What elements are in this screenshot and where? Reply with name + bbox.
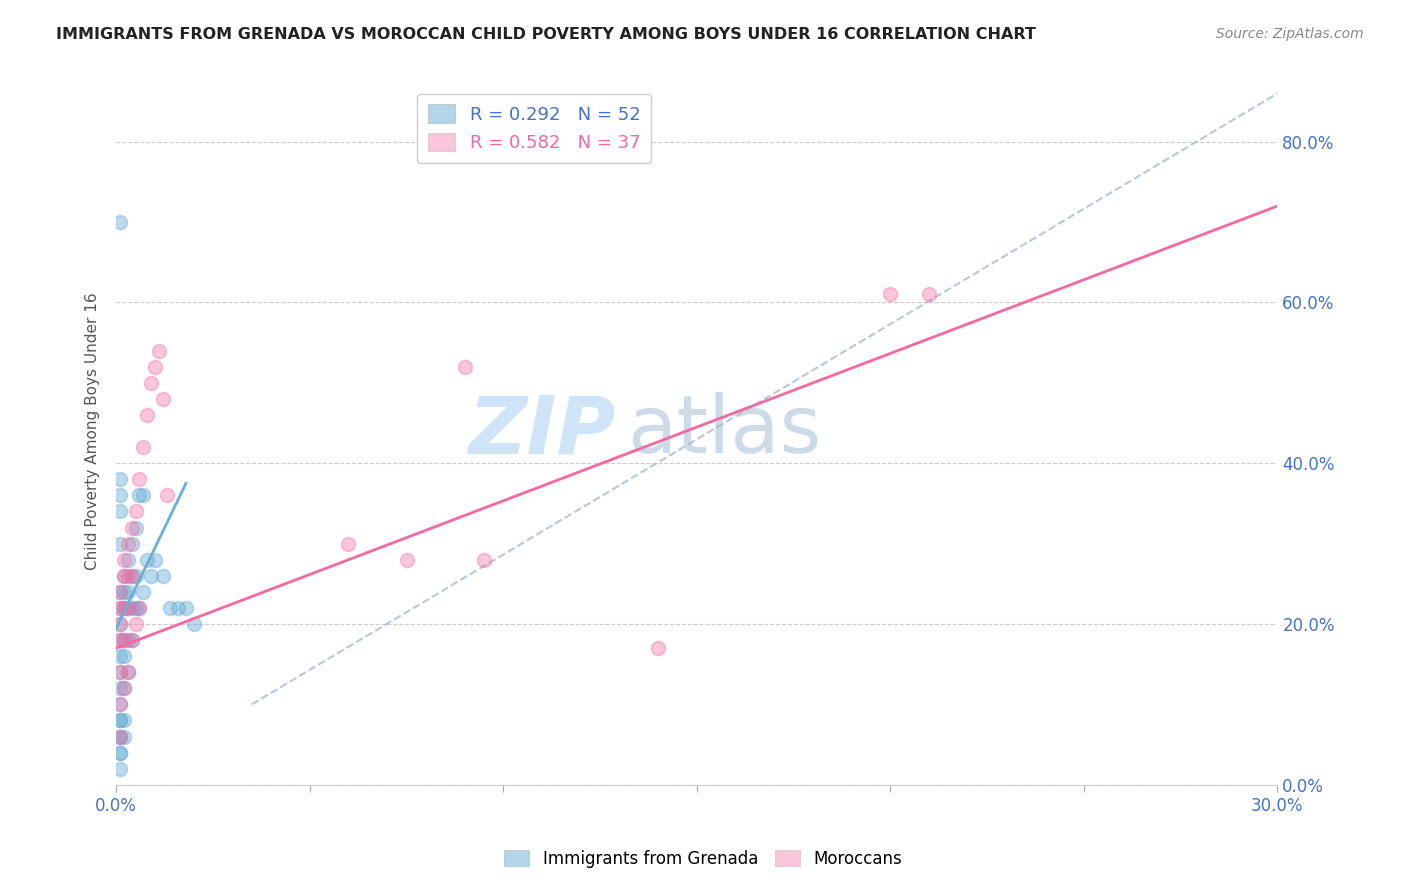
Point	[124, 520, 146, 534]
Point	[121, 633, 143, 648]
Point	[117, 601, 139, 615]
Point	[112, 714, 135, 728]
Point	[108, 617, 131, 632]
Point	[112, 585, 135, 599]
Point	[112, 552, 135, 566]
Text: IMMIGRANTS FROM GRENADA VS MOROCCAN CHILD POVERTY AMONG BOYS UNDER 16 CORRELATIO: IMMIGRANTS FROM GRENADA VS MOROCCAN CHIL…	[56, 27, 1036, 42]
Point	[124, 568, 146, 582]
Point	[108, 730, 131, 744]
Point	[108, 472, 131, 486]
Text: ZIP: ZIP	[468, 392, 616, 470]
Point	[117, 536, 139, 550]
Point	[108, 698, 131, 712]
Point	[183, 617, 205, 632]
Point	[128, 601, 150, 615]
Legend: R = 0.292   N = 52, R = 0.582   N = 37: R = 0.292 N = 52, R = 0.582 N = 37	[418, 94, 651, 163]
Point	[108, 601, 131, 615]
Point	[108, 762, 131, 776]
Point	[128, 601, 150, 615]
Point	[112, 568, 135, 582]
Point	[108, 746, 131, 760]
Point	[108, 215, 131, 229]
Point	[124, 617, 146, 632]
Point	[108, 504, 131, 518]
Point	[136, 408, 159, 422]
Point	[108, 714, 131, 728]
Point	[121, 568, 143, 582]
Point	[108, 665, 131, 680]
Point	[108, 665, 131, 680]
Point	[108, 746, 131, 760]
Point	[174, 601, 197, 615]
Point	[159, 601, 181, 615]
Text: atlas: atlas	[627, 392, 821, 470]
Point	[139, 568, 162, 582]
Point	[472, 552, 495, 566]
Point	[152, 392, 174, 406]
Point	[112, 601, 135, 615]
Point	[108, 698, 131, 712]
Point	[395, 552, 418, 566]
Point	[112, 649, 135, 664]
Point	[112, 681, 135, 696]
Point	[108, 585, 131, 599]
Point	[112, 568, 135, 582]
Point	[152, 568, 174, 582]
Point	[148, 343, 170, 358]
Point	[132, 440, 155, 454]
Point	[121, 601, 143, 615]
Point	[112, 681, 135, 696]
Point	[121, 520, 143, 534]
Point	[132, 585, 155, 599]
Point	[108, 714, 131, 728]
Point	[108, 633, 131, 648]
Point	[128, 472, 150, 486]
Point	[337, 536, 360, 550]
Point	[112, 633, 135, 648]
Point	[132, 488, 155, 502]
Point	[453, 359, 475, 374]
Legend: Immigrants from Grenada, Moroccans: Immigrants from Grenada, Moroccans	[498, 844, 908, 875]
Point	[108, 633, 131, 648]
Y-axis label: Child Poverty Among Boys Under 16: Child Poverty Among Boys Under 16	[86, 293, 100, 570]
Point	[155, 488, 177, 502]
Point	[167, 601, 190, 615]
Point	[117, 633, 139, 648]
Point	[879, 287, 901, 301]
Point	[117, 552, 139, 566]
Point	[108, 681, 131, 696]
Text: Source: ZipAtlas.com: Source: ZipAtlas.com	[1216, 27, 1364, 41]
Point	[108, 536, 131, 550]
Point	[121, 633, 143, 648]
Point	[108, 730, 131, 744]
Point	[121, 568, 143, 582]
Point	[647, 641, 669, 656]
Point	[117, 568, 139, 582]
Point	[108, 617, 131, 632]
Point	[108, 730, 131, 744]
Point	[117, 665, 139, 680]
Point	[139, 376, 162, 390]
Point	[112, 633, 135, 648]
Point	[117, 601, 139, 615]
Point	[121, 536, 143, 550]
Point	[112, 730, 135, 744]
Point	[108, 601, 131, 615]
Point	[124, 504, 146, 518]
Point	[117, 665, 139, 680]
Point	[143, 552, 166, 566]
Point	[112, 601, 135, 615]
Point	[108, 649, 131, 664]
Point	[108, 488, 131, 502]
Point	[143, 359, 166, 374]
Point	[136, 552, 159, 566]
Point	[918, 287, 941, 301]
Point	[117, 585, 139, 599]
Point	[124, 601, 146, 615]
Point	[108, 585, 131, 599]
Point	[128, 488, 150, 502]
